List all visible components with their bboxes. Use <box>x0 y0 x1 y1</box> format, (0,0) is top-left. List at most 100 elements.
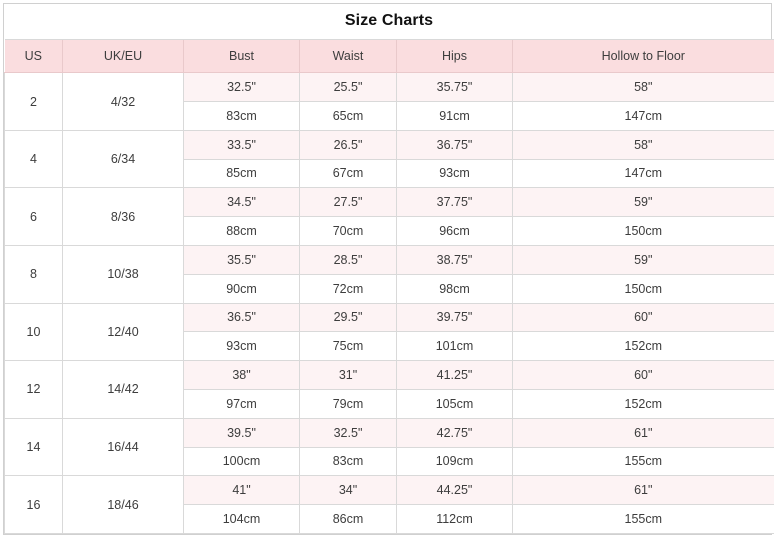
cell-hollow-to-floor-cm: 155cm <box>511 446 774 477</box>
cell-hollow-to-floor-cm: 150cm <box>511 216 774 246</box>
cell-waist-cm: 67cm <box>299 158 397 189</box>
cell-hollow-to-floor-inches: 58" <box>511 129 774 160</box>
cell-hollow-to-floor-inches: 59" <box>511 244 774 275</box>
cell-waist-inches: 27.5" <box>299 187 397 218</box>
cell-waist-cm: 83cm <box>299 446 397 477</box>
cell-bust-cm: 93cm <box>183 331 300 362</box>
cell-hips-cm: 101cm <box>396 331 513 362</box>
cell-hips-cm: 91cm <box>396 101 513 131</box>
cell-hips-cm: 105cm <box>396 388 513 419</box>
cell-uk-eu-size: 10/38 <box>62 244 184 304</box>
table-row: 100cm 83cm 109cm 155cm <box>5 446 774 477</box>
cell-hollow-to-floor-cm: 152cm <box>511 388 774 419</box>
cell-bust-cm: 83cm <box>183 101 300 131</box>
cell-bust-inches: 36.5" <box>183 302 300 333</box>
page-title: Size Charts <box>4 4 774 40</box>
table-row: 97cm 79cm 105cm 152cm <box>5 388 774 419</box>
cell-bust-inches: 38" <box>183 360 300 390</box>
cell-hips-inches: 44.25" <box>396 475 513 506</box>
table-row: 88cm 70cm 96cm 150cm <box>5 216 774 246</box>
cell-waist-inches: 25.5" <box>299 72 397 102</box>
cell-hollow-to-floor-inches: 60" <box>511 302 774 333</box>
table-row: 10 12/40 36.5" 29.5" 39.75" 60" <box>4 302 774 362</box>
cell-us-size: 8 <box>4 244 63 304</box>
cell-us-size: 2 <box>4 72 63 131</box>
table-row: 8 10/38 35.5" 28.5" 38.75" 59" <box>4 244 774 304</box>
cell-hollow-to-floor-cm: 147cm <box>511 101 774 131</box>
size-chart-table: Size Charts US UK/EU Bust Waist Hips Hollow t… <box>4 4 774 534</box>
cell-hips-cm: 96cm <box>396 216 513 246</box>
table-row: 90cm 72cm 98cm 150cm <box>5 273 774 304</box>
cell-bust-inches: 34.5" <box>183 187 300 218</box>
cell-hips-cm: 98cm <box>396 273 513 304</box>
cell-bust-inches: 35.5" <box>183 244 300 275</box>
cell-bust-cm: 104cm <box>183 504 300 534</box>
cell-uk-eu-size: 6/34 <box>62 129 184 189</box>
table-row: 93cm 75cm 101cm 152cm <box>5 331 774 362</box>
cell-uk-eu-size: 18/46 <box>62 475 184 534</box>
cell-bust-cm: 88cm <box>183 216 300 246</box>
cell-waist-cm: 65cm <box>299 101 397 131</box>
column-header-waist: Waist <box>299 38 397 74</box>
cell-waist-cm: 79cm <box>299 388 397 419</box>
cell-hips-inches: 38.75" <box>396 244 513 275</box>
cell-hollow-to-floor-cm: 147cm <box>511 158 774 189</box>
cell-us-size: 10 <box>4 302 63 362</box>
cell-waist-cm: 70cm <box>299 216 397 246</box>
column-header-bust: Bust <box>183 38 300 74</box>
cell-hollow-to-floor-cm: 152cm <box>511 331 774 362</box>
table-row: 14 16/44 39.5" 32.5" 42.75" 61" <box>4 417 774 477</box>
table-row: 104cm 86cm 112cm 155cm <box>5 504 774 534</box>
table-row: 2 4/32 32.5" 25.5" 35.75" 58" <box>4 72 774 131</box>
cell-uk-eu-size: 8/36 <box>62 187 184 246</box>
cell-uk-eu-size: 12/40 <box>62 302 184 362</box>
cell-hips-inches: 41.25" <box>396 360 513 390</box>
cell-us-size: 6 <box>4 187 63 246</box>
cell-bust-cm: 97cm <box>183 388 300 419</box>
cell-hollow-to-floor-inches: 60" <box>511 360 774 390</box>
cell-waist-cm: 75cm <box>299 331 397 362</box>
table-row: 4 6/34 33.5" 26.5" 36.75" 58" <box>4 129 774 189</box>
cell-uk-eu-size: 14/42 <box>62 360 184 419</box>
cell-hollow-to-floor-inches: 61" <box>511 475 774 506</box>
table-row: 85cm 67cm 93cm 147cm <box>5 158 774 189</box>
cell-waist-inches: 34" <box>299 475 397 506</box>
cell-waist-inches: 29.5" <box>299 302 397 333</box>
cell-us-size: 4 <box>4 129 63 189</box>
cell-hips-cm: 93cm <box>396 158 513 189</box>
table-row: 12 14/42 38" 31" 41.25" 60" <box>4 360 774 419</box>
cell-hips-cm: 112cm <box>396 504 513 534</box>
cell-hollow-to-floor-inches: 59" <box>511 187 774 218</box>
cell-waist-inches: 31" <box>299 360 397 390</box>
cell-hips-inches: 39.75" <box>396 302 513 333</box>
cell-bust-inches: 41" <box>183 475 300 506</box>
table-row: 83cm 65cm 91cm 147cm <box>5 101 774 131</box>
cell-us-size: 12 <box>4 360 63 419</box>
cell-waist-inches: 28.5" <box>299 244 397 275</box>
cell-hips-inches: 36.75" <box>396 129 513 160</box>
table-header-row: US UK/EU Bust Waist Hips Hollow to Floor <box>4 38 774 74</box>
cell-hips-cm: 109cm <box>396 446 513 477</box>
cell-hollow-to-floor-inches: 58" <box>511 72 774 102</box>
cell-hollow-to-floor-inches: 61" <box>511 417 774 448</box>
cell-uk-eu-size: 4/32 <box>62 72 184 131</box>
column-header-us: US <box>4 38 63 74</box>
table-row: 6 8/36 34.5" 27.5" 37.75" 59" <box>4 187 774 246</box>
cell-waist-cm: 86cm <box>299 504 397 534</box>
size-chart-body: Size Charts US UK/EU Bust Waist Hips Hollow t… <box>4 4 774 534</box>
cell-waist-inches: 26.5" <box>299 129 397 160</box>
title-row: Size Charts <box>4 4 774 40</box>
cell-hollow-to-floor-cm: 155cm <box>511 504 774 534</box>
cell-bust-inches: 33.5" <box>183 129 300 160</box>
cell-bust-cm: 85cm <box>183 158 300 189</box>
cell-bust-inches: 32.5" <box>183 72 300 102</box>
cell-hips-inches: 42.75" <box>396 417 513 448</box>
table-row: 16 18/46 41" 34" 44.25" 61" <box>4 475 774 534</box>
cell-hips-inches: 35.75" <box>396 72 513 102</box>
size-chart-container: Size Charts US UK/EU Bust Waist Hips Hollow t… <box>3 3 774 535</box>
cell-hollow-to-floor-cm: 150cm <box>511 273 774 304</box>
cell-bust-cm: 90cm <box>183 273 300 304</box>
cell-hips-inches: 37.75" <box>396 187 513 218</box>
cell-waist-cm: 72cm <box>299 273 397 304</box>
